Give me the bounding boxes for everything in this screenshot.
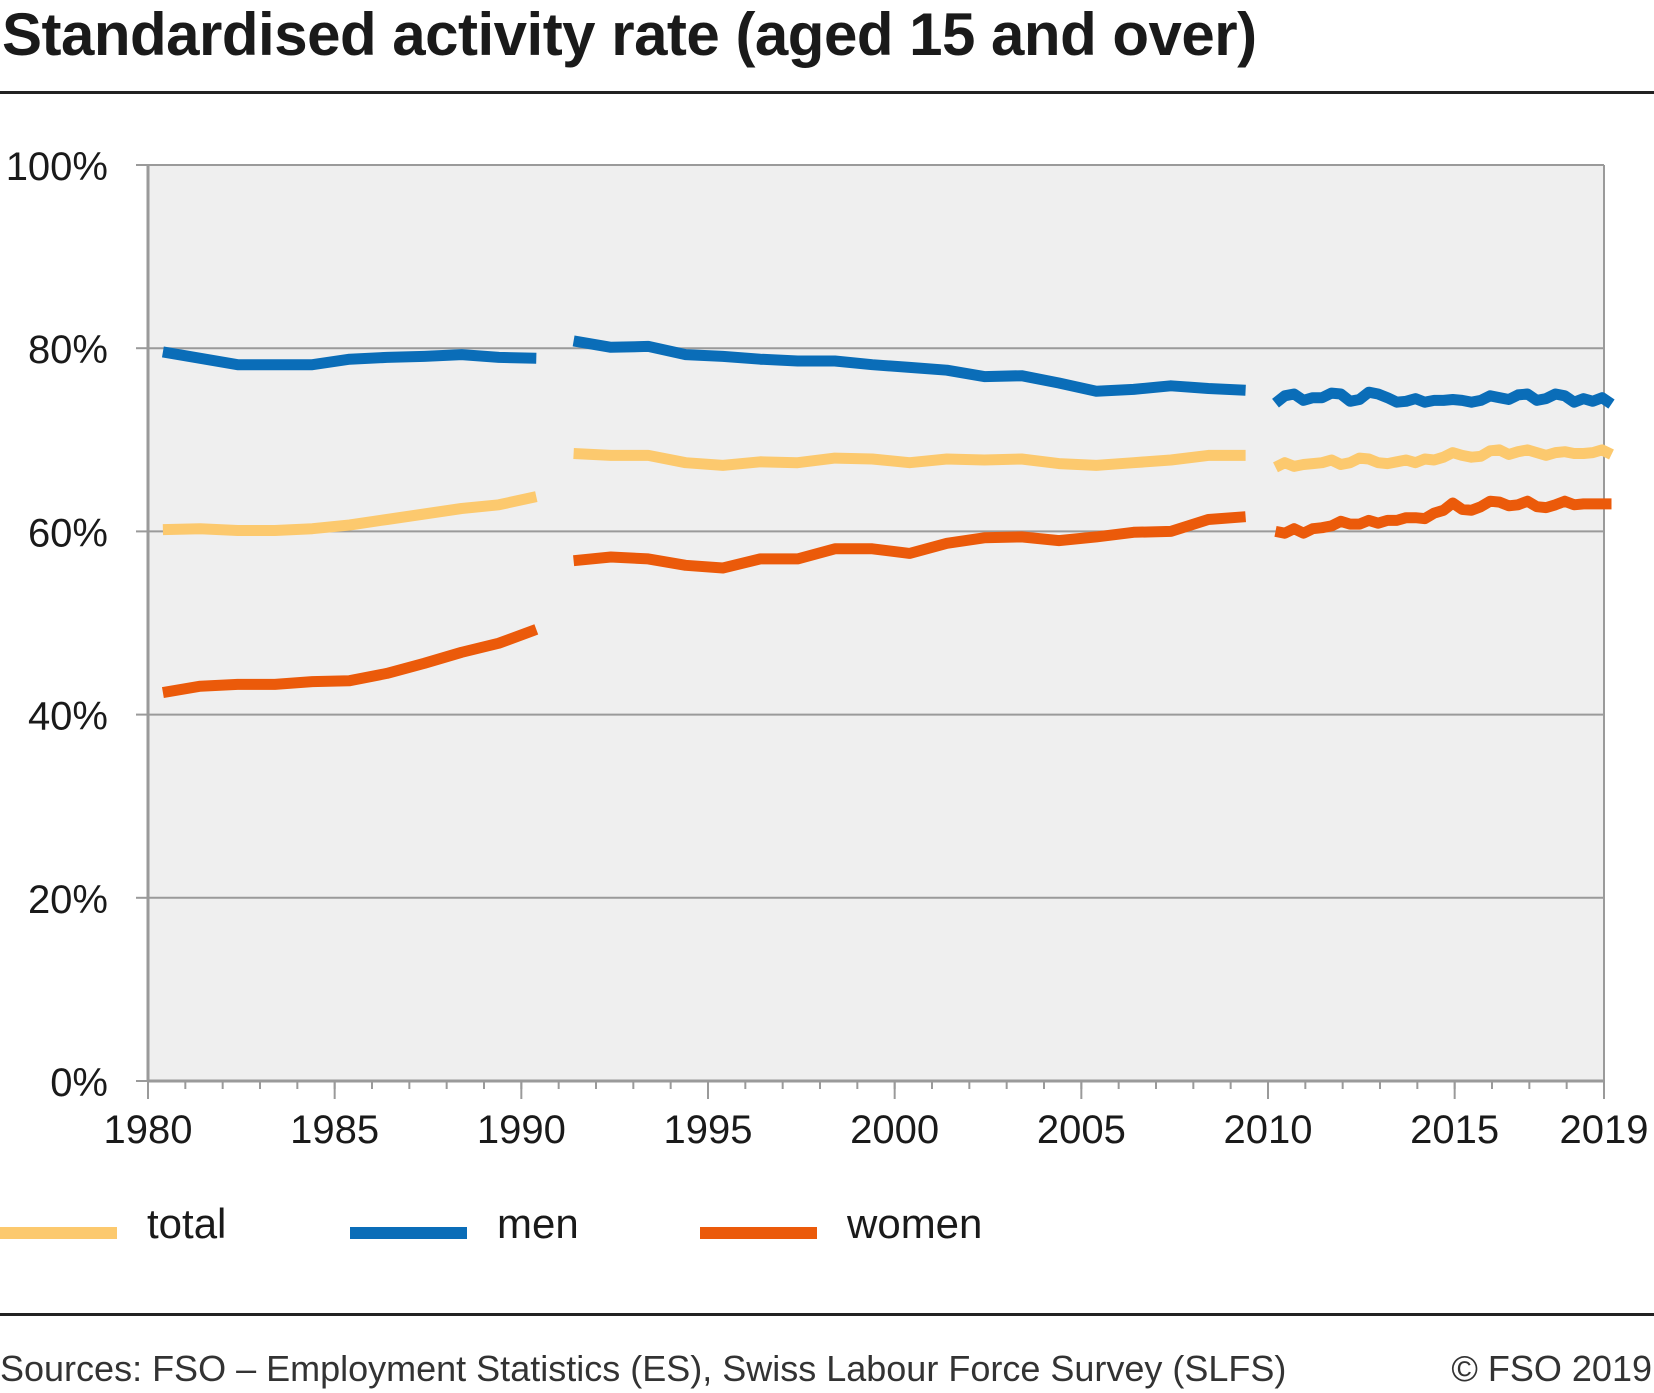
y-tick-label: 0%	[50, 1061, 108, 1105]
copyright-note: © FSO 2019	[1451, 1348, 1652, 1389]
top-divider	[0, 91, 1654, 94]
legend-swatch-women	[700, 1227, 817, 1239]
series-line-men	[572, 335, 1246, 397]
series-line-men	[1272, 386, 1615, 409]
legend-label-women: women	[847, 1200, 983, 1247]
x-tick-label: 2000	[850, 1108, 939, 1152]
axes	[136, 164, 1605, 1099]
y-tick-label: 100%	[6, 145, 108, 189]
x-tick-label: 2010	[1224, 1108, 1313, 1152]
x-tick-label: 1985	[290, 1108, 379, 1152]
plot-background	[148, 165, 1604, 1081]
series-line-total	[573, 448, 1246, 471]
y-tick-label: 20%	[28, 878, 108, 922]
x-tick-label: 1995	[664, 1108, 753, 1152]
legend-label-men: men	[497, 1200, 579, 1247]
legend-swatch-total	[0, 1227, 117, 1239]
legend-swatch-men	[350, 1227, 467, 1239]
x-tick-label: 1980	[104, 1108, 193, 1152]
tick-labels: 0% 20% 40% 60% 80% 100% 1980 1985 1990 1995 2000 20…	[6, 145, 1649, 1152]
source-note: Sources: FSO – Employment Statistics (ES…	[0, 1348, 1287, 1389]
bottom-divider	[0, 1313, 1654, 1316]
legend-label-total: total	[147, 1200, 227, 1247]
chart-svg: 0% 20% 40% 60% 80% 100% 1980 1985 1990 1995 2000 20…	[6, 145, 1649, 1152]
y-tick-label: 40%	[28, 695, 108, 739]
series-line-men	[161, 346, 537, 371]
series-lines	[161, 335, 1615, 699]
x-tick-label: 2015	[1410, 1108, 1499, 1152]
grid-lines	[148, 164, 1604, 899]
series-line-women	[161, 624, 539, 699]
x-tick-label: 2005	[1037, 1108, 1126, 1152]
y-tick-label: 60%	[28, 511, 108, 555]
x-tick-label: 2019	[1560, 1108, 1649, 1152]
series-line-total	[162, 491, 538, 536]
series-line-women	[573, 511, 1247, 574]
chart-title: Standardised activity rate (aged 15 and …	[2, 1, 1257, 68]
series-line-total	[1273, 444, 1614, 473]
legend: total men women	[0, 1200, 1654, 1260]
y-tick-label: 80%	[28, 328, 108, 372]
x-tick-label: 1990	[477, 1108, 566, 1152]
series-line-women	[1274, 495, 1612, 539]
